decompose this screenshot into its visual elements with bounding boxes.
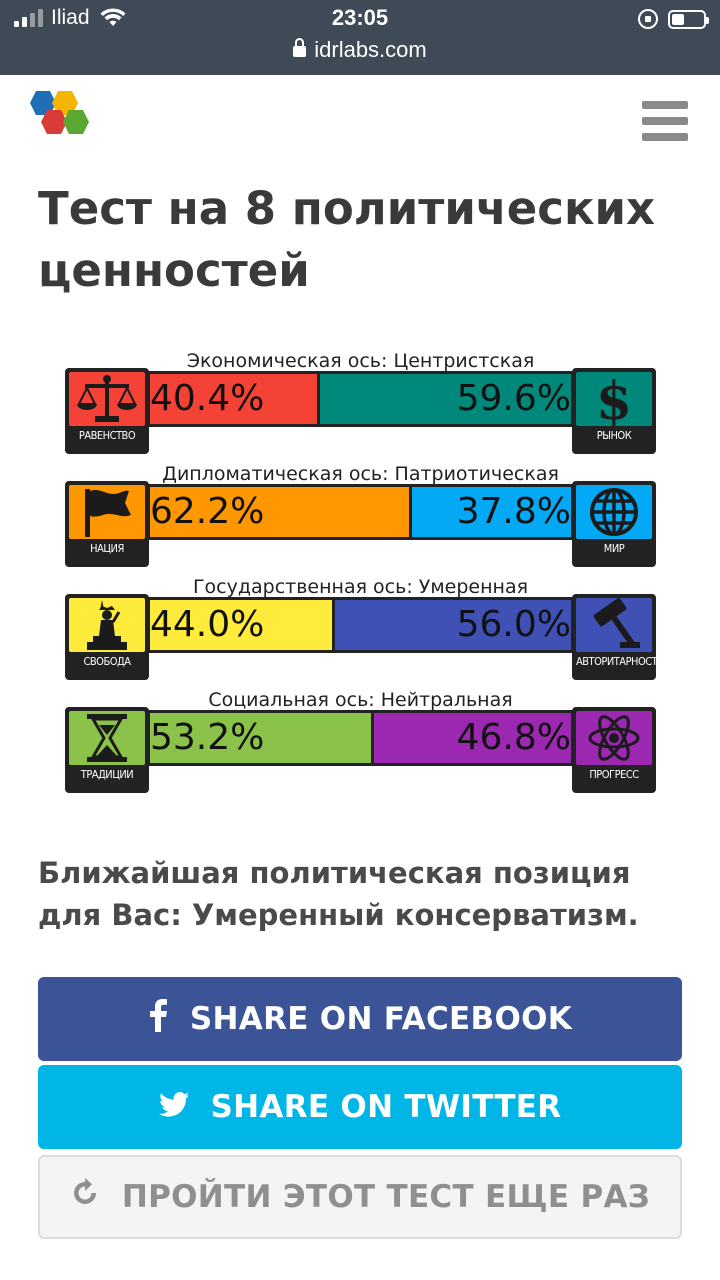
site-logo[interactable] xyxy=(18,89,106,155)
axis-label: Государственная ось: Умеренная xyxy=(192,576,529,598)
address-bar[interactable]: idrlabs.com xyxy=(0,37,720,63)
badge-caption: ТРАДИЦИИ xyxy=(80,768,134,781)
axis-right-percentage: 37.8% xyxy=(411,487,571,537)
axis-block: Дипломатическая ось: Патриотическая 62.2%… xyxy=(65,463,656,573)
axis-bar: 44.0% 56.0% xyxy=(147,597,574,653)
dollar-icon: $ xyxy=(576,372,652,426)
liberty-icon xyxy=(69,598,145,652)
axis-bar: 53.2% 46.8% xyxy=(147,710,574,766)
status-bar: Iliad 23:05 idrlabs.com xyxy=(0,0,720,75)
axis-right-percentage: 56.0% xyxy=(335,600,571,650)
status-left: Iliad xyxy=(14,6,126,30)
page-title: Тест на 8 политических ценностей xyxy=(38,182,656,297)
axis-left-percentage: 62.2% xyxy=(150,487,412,537)
facebook-icon xyxy=(148,998,168,1040)
clock: 23:05 xyxy=(331,5,389,30)
axis-left-percentage: 44.0% xyxy=(150,600,336,650)
badge-caption: ПРОГРЕСС xyxy=(589,768,639,781)
hamburger-menu-icon[interactable] xyxy=(642,101,688,141)
axis-label: Экономическая ось: Центристская xyxy=(186,350,535,372)
axis-right-badge: МИР xyxy=(572,481,656,567)
axis-label: Дипломатическая ось: Патриотическая xyxy=(162,463,559,485)
axis-right-percentage: 46.8% xyxy=(373,713,571,763)
share-twitter-label: SHARE ON TWITTER xyxy=(210,1089,562,1125)
axis-block: Государственная ось: Умеренная 44.0% 56.0%… xyxy=(65,576,664,686)
badge-caption: АВТОРИТАРНОСТЬ xyxy=(576,655,664,668)
axis-right-badge: АВТОРИТАРНОСТЬ xyxy=(572,594,664,680)
badge-caption: СВОБОДА xyxy=(83,655,131,668)
badge-caption: МИР xyxy=(603,542,625,555)
status-right xyxy=(638,9,709,29)
lock-icon xyxy=(293,38,307,57)
axis-right-badge: ПРОГРЕСС xyxy=(572,707,656,793)
gavel-icon xyxy=(576,598,652,652)
badge-caption: НАЦИЯ xyxy=(90,542,124,555)
badge-caption: РЫНОК xyxy=(596,429,632,442)
share-facebook-button[interactable]: SHARE ON FACEBOOK xyxy=(38,977,682,1061)
share-facebook-label: SHARE ON FACEBOOK xyxy=(189,1001,573,1037)
refresh-icon xyxy=(70,1178,100,1216)
axis-bar: 62.2% 37.8% xyxy=(147,484,574,540)
share-twitter-button[interactable]: SHARE ON TWITTER xyxy=(38,1065,682,1149)
axis-block: Экономическая ось: Центристская 40.4% 59.6… xyxy=(65,350,656,460)
atom-icon xyxy=(576,711,652,765)
url-text: idrlabs.com xyxy=(314,37,427,62)
flag-icon xyxy=(69,485,145,539)
signal-icon xyxy=(14,9,43,27)
axis-block: Социальная ось: Нейтральная 53.2% 46.8% ТРА… xyxy=(65,689,656,799)
rotation-lock-icon xyxy=(638,9,658,29)
wifi-icon xyxy=(100,8,126,26)
svg-text:$: $ xyxy=(596,372,632,426)
axis-right-percentage: 59.6% xyxy=(320,374,571,424)
retake-test-label: ПРОЙТИ ЭТОТ ТЕСТ ЕЩЕ РАЗ xyxy=(121,1179,651,1215)
scales-icon xyxy=(69,372,145,426)
closest-ideology: Ближайшая политическая позиция для Вас: … xyxy=(38,856,639,932)
axis-left-badge: РАВЕНСТВО xyxy=(65,368,149,454)
axis-left-badge: СВОБОДА xyxy=(65,594,149,680)
battery-icon xyxy=(668,9,709,29)
axis-label: Социальная ось: Нейтральная xyxy=(208,689,513,711)
globe-icon xyxy=(576,485,652,539)
axis-bar: 40.4% 59.6% xyxy=(147,371,574,427)
twitter-icon xyxy=(158,1089,189,1125)
axis-left-badge: ТРАДИЦИИ xyxy=(65,707,149,793)
axis-left-badge: НАЦИЯ xyxy=(65,481,149,567)
axis-left-percentage: 40.4% xyxy=(150,374,321,424)
retake-test-button[interactable]: ПРОЙТИ ЭТОТ ТЕСТ ЕЩЕ РАЗ xyxy=(38,1155,682,1239)
carrier-name: Iliad xyxy=(51,6,90,29)
hourglass-icon xyxy=(69,711,145,765)
axis-left-percentage: 53.2% xyxy=(150,713,374,763)
badge-caption: РАВЕНСТВО xyxy=(78,429,136,442)
axis-right-badge: $ РЫНОК xyxy=(572,368,656,454)
